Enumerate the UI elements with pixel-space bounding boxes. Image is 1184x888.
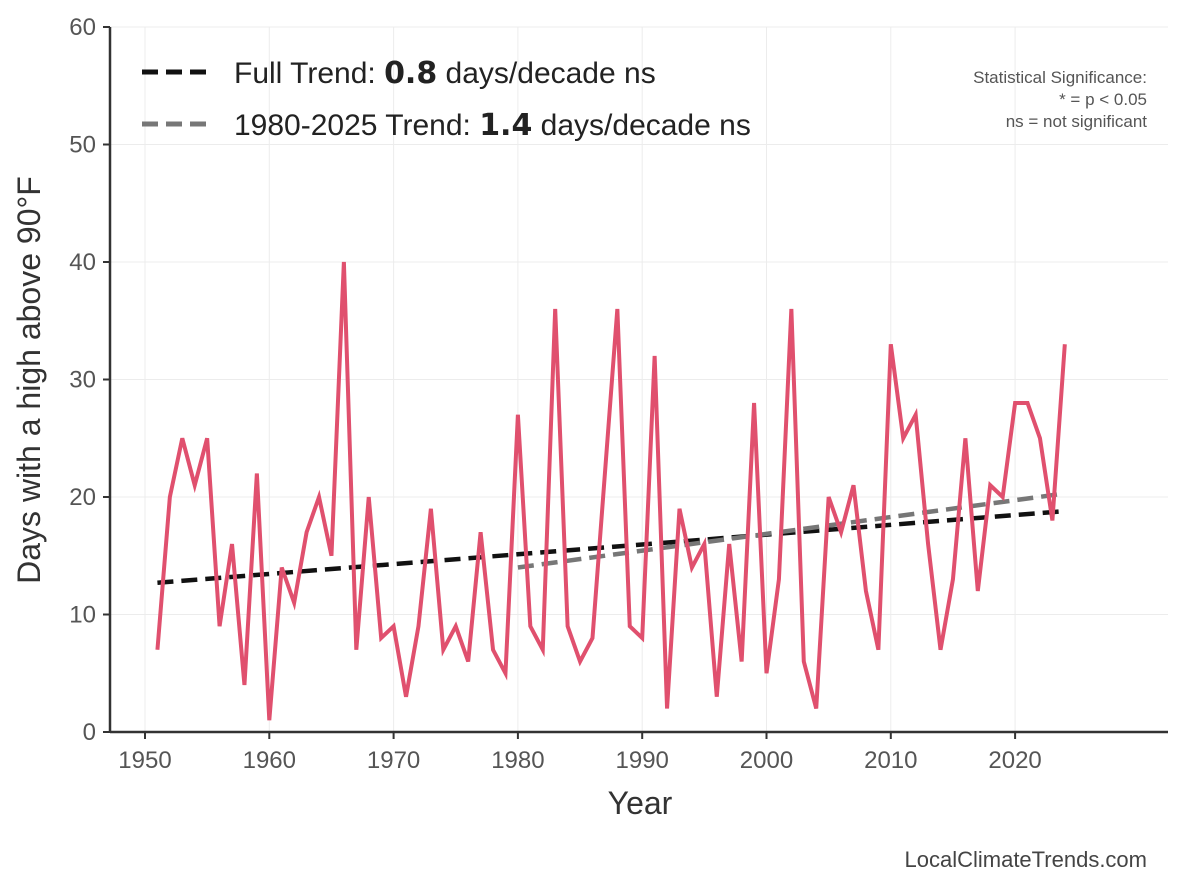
legend: Full Trend: 0.8 days/decade ns 1980-2025… — [142, 56, 751, 143]
significance-note: Statistical Significance: * = p < 0.05 n… — [973, 68, 1147, 131]
full-trend-line — [157, 508, 1065, 586]
x-tick-label: 1950 — [118, 747, 171, 774]
y-tick-label: 50 — [69, 132, 96, 159]
series-line — [155, 261, 1067, 721]
watermark: LocalClimateTrends.com — [905, 847, 1148, 872]
significance-star: * = p < 0.05 — [1059, 90, 1147, 109]
x-tick-label: 1960 — [243, 747, 296, 774]
y-tick-label: 40 — [69, 249, 96, 276]
x-tick-label: 2010 — [864, 747, 917, 774]
legend-label-1980-trend: 1980-2025 Trend: 1.4 days/decade ns — [234, 108, 751, 143]
y-tick-label: 30 — [69, 367, 96, 394]
x-tick-label: 2020 — [988, 747, 1041, 774]
recent-trend-line — [517, 491, 1066, 570]
y-tick-label: 60 — [69, 14, 96, 41]
legend-label-full-trend: Full Trend: 0.8 days/decade ns — [234, 56, 656, 91]
y-axis-label: Days with a high above 90°F — [11, 176, 47, 584]
y-tick-label: 20 — [69, 484, 96, 511]
significance-ns: ns = not significant — [1006, 112, 1148, 131]
x-axis-label: Year — [608, 785, 673, 821]
x-tick-label: 2000 — [740, 747, 793, 774]
significance-title: Statistical Significance: — [973, 68, 1147, 87]
x-tick-label: 1980 — [491, 747, 544, 774]
x-tick-label: 1970 — [367, 747, 420, 774]
y-tick-label: 0 — [83, 719, 96, 746]
x-tick-label: 1990 — [616, 747, 669, 774]
y-tick-label: 10 — [69, 602, 96, 629]
